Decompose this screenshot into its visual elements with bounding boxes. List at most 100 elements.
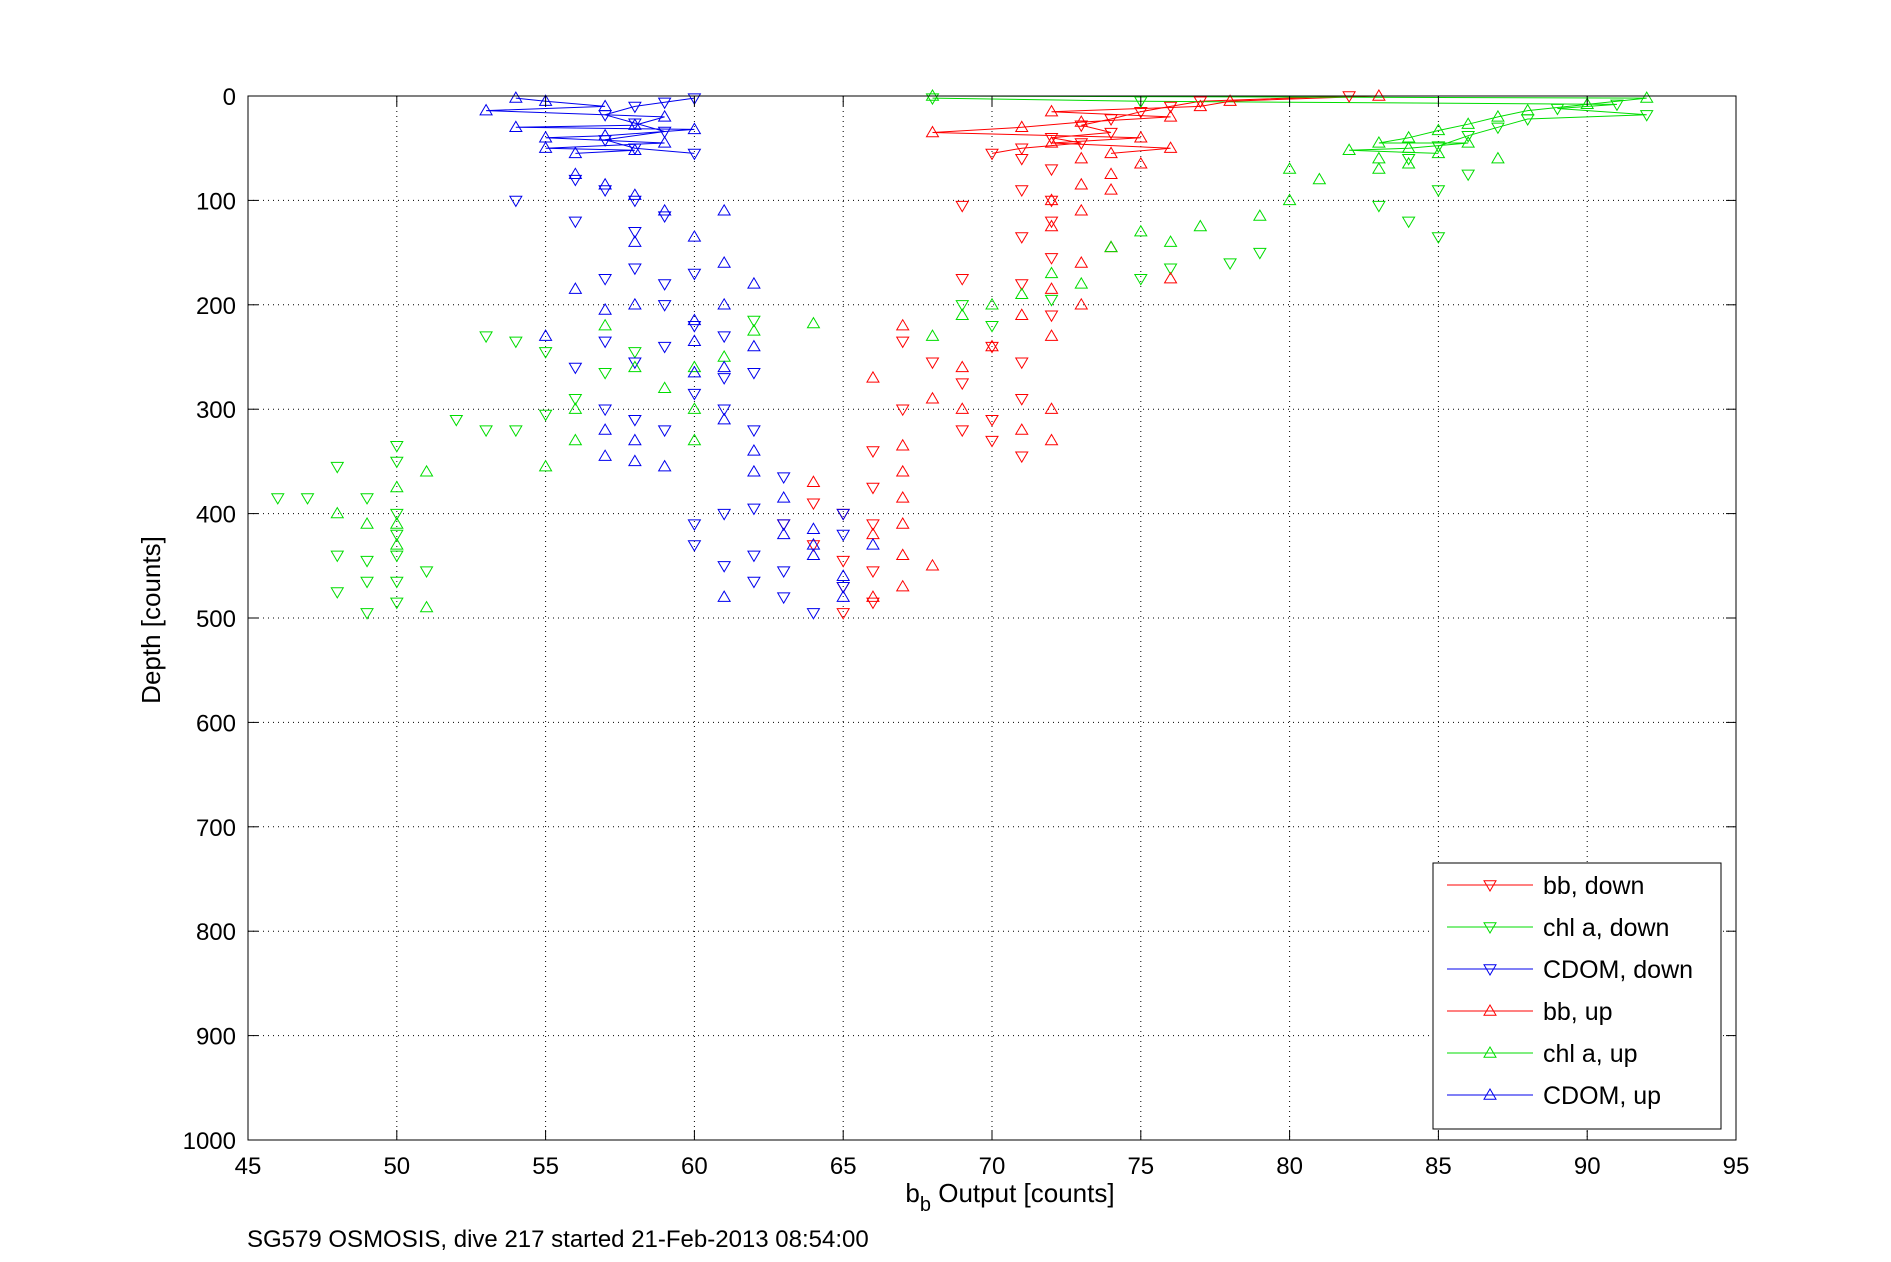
- marker-bb-up: [925, 558, 940, 571]
- marker-cdom-down: [568, 216, 583, 229]
- marker-bb-down: [836, 608, 851, 620]
- marker-chl-a-down: [389, 550, 404, 563]
- marker-chl-a-up: [360, 517, 374, 529]
- marker-chl-a-up: [687, 360, 702, 373]
- marker-chl-a-down: [538, 347, 553, 359]
- marker-chl-a-up: [389, 517, 404, 529]
- marker-chl-a-down: [538, 409, 553, 422]
- marker-cdom-down: [657, 97, 672, 110]
- marker-cdom-down: [628, 357, 642, 370]
- y-tick-label: 400: [196, 502, 236, 529]
- marker-cdom-down: [836, 581, 851, 594]
- marker-chl-a-up: [1252, 209, 1267, 221]
- marker-cdom-down: [657, 341, 672, 354]
- marker-cdom-down: [747, 550, 761, 563]
- marker-bb-up: [925, 391, 940, 404]
- marker-bb-down: [1074, 138, 1089, 150]
- marker-bb-up: [895, 438, 910, 451]
- series-line-cdom-up: [486, 97, 695, 154]
- marker-cdom-down: [628, 195, 642, 208]
- marker-bb-up: [1044, 433, 1059, 446]
- marker-cdom-up: [538, 141, 553, 153]
- marker-chl-a-up: [1639, 91, 1654, 103]
- marker-cdom-down: [717, 331, 732, 344]
- axis-ticks: [247, 95, 1737, 1141]
- legend: bb, down chl a, down CDOM, down bb, up chl a…: [1432, 862, 1722, 1130]
- marker-bb-down: [985, 435, 999, 448]
- marker-bb-up: [1044, 329, 1059, 341]
- marker-cdom-up: [598, 128, 612, 141]
- marker-chl-a-up: [1372, 151, 1386, 164]
- marker-cdom-up: [776, 527, 791, 540]
- marker-cdom-up: [717, 590, 732, 602]
- marker-bb-down: [1044, 253, 1059, 265]
- marker-cdom-down: [628, 143, 642, 156]
- series-line-bb-down: [991, 95, 1350, 154]
- marker-cdom-down: [628, 101, 642, 114]
- marker-bb-down: [985, 414, 999, 427]
- x-axis-label: bb Output [counts]: [905, 1178, 1114, 1216]
- marker-chl-a-down: [1133, 274, 1148, 286]
- y-tick-label: 1000: [183, 1128, 236, 1155]
- marker-bb-down: [1014, 451, 1029, 464]
- marker-cdom-up: [717, 256, 732, 268]
- marker-chl-a-down: [985, 320, 999, 333]
- marker-cdom-down: [776, 519, 791, 532]
- marker-chl-a-up: [1491, 151, 1505, 164]
- marker-chl-a-up: [1133, 224, 1148, 237]
- marker-cdom-up: [568, 167, 583, 179]
- marker-chl-a-down: [1610, 99, 1624, 112]
- x-tick-label: 60: [681, 1153, 708, 1180]
- marker-chl-a-up: [568, 402, 583, 414]
- marker-chl-a-up: [1074, 276, 1089, 289]
- marker-chl-a-up: [1014, 287, 1029, 300]
- y-tick-labels: 0 100 200 300 400 500 600 700 800 900 1000: [183, 84, 236, 1155]
- marker-chl-a-down: [1401, 153, 1416, 166]
- marker-bb-up: [1044, 104, 1059, 117]
- marker-bb-down: [1104, 114, 1118, 126]
- marker-cdom-up: [717, 297, 732, 310]
- marker-bb-down: [955, 378, 970, 391]
- marker-chl-a-up: [1342, 143, 1356, 155]
- marker-chl-a-down: [508, 336, 523, 349]
- marker-bb-up: [1163, 109, 1178, 122]
- marker-bb-up: [1014, 308, 1029, 320]
- marker-chl-a-up: [628, 360, 642, 373]
- x-tick-label: 85: [1425, 1153, 1452, 1180]
- marker-cdom-down: [717, 561, 732, 573]
- marker-bb-down: [806, 540, 821, 552]
- y-tick-label: 800: [196, 919, 236, 946]
- marker-bb-down: [1044, 195, 1059, 208]
- marker-chl-a-down: [300, 493, 315, 505]
- marker-cdom-down: [687, 148, 702, 161]
- marker-chl-a-up: [1163, 235, 1178, 247]
- marker-cdom-down: [598, 185, 612, 197]
- marker-bb-up: [866, 370, 880, 383]
- marker-chl-a-up: [806, 316, 821, 329]
- marker-chl-a-down: [419, 566, 434, 579]
- marker-cdom-down: [687, 540, 702, 552]
- marker-bb-down: [1104, 127, 1118, 140]
- marker-chl-a-up: [1491, 109, 1505, 122]
- marker-chl-a-down: [479, 425, 493, 438]
- marker-bb-down: [1014, 153, 1029, 166]
- marker-cdom-down: [687, 388, 702, 401]
- marker-chl-a-down: [1372, 200, 1386, 213]
- legend-swatch-marker: [1483, 964, 1497, 976]
- marker-chl-a-down: [1431, 232, 1446, 244]
- marker-bb-down: [1342, 91, 1356, 103]
- marker-chl-a-up: [419, 600, 434, 613]
- marker-chl-a-up: [1193, 219, 1208, 232]
- marker-bb-down: [1014, 232, 1029, 244]
- marker-bb-down: [1014, 143, 1029, 156]
- y-tick-label: 200: [196, 293, 236, 320]
- x-tick-label: 70: [979, 1153, 1006, 1180]
- series-markers: [270, 89, 1654, 620]
- marker-cdom-down: [687, 320, 702, 333]
- marker-cdom-down: [687, 268, 702, 281]
- x-tick-label: 55: [532, 1153, 559, 1180]
- marker-chl-a-down: [449, 414, 464, 427]
- marker-bb-up: [1104, 240, 1118, 253]
- legend-box: [1432, 862, 1722, 1130]
- marker-chl-a-down: [479, 331, 493, 344]
